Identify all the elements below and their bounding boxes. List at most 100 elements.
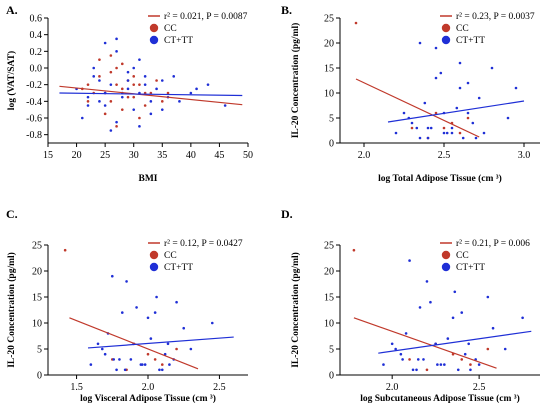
cc-point [120,87,124,91]
cc-point [469,363,472,366]
ct-tt-point [206,83,210,86]
cc-point [98,75,101,78]
y-tick-label: 25 [32,241,42,252]
ct-tt-point [418,41,422,45]
ct-tt-point [120,311,124,314]
y-axis-label: IL-20 Concentration (pg/ml) [290,23,301,139]
cc-point [86,83,90,86]
x-tick-label: 20 [72,150,82,161]
ct-tt-point [467,342,470,346]
cc-point [86,100,90,103]
y-tick-label: 0.6 [30,14,43,25]
ct-tt-point [126,79,130,82]
ct-tt-fit-line [378,330,532,354]
ct-tt-point [399,352,403,356]
ct-tt-point [477,96,481,100]
ct-tt-point [125,280,128,283]
ct-tt-point [178,100,181,103]
legend-marker-cc [149,250,159,260]
cc-point [138,83,141,86]
y-tick-label: 10 [324,89,334,100]
ct-tt-point [521,316,524,320]
legend-marker-ct-tt [441,262,451,272]
ct-tt-point [112,358,116,361]
ct-tt-point [394,347,397,351]
panel-label: A. [6,3,18,17]
ct-tt-point [109,129,113,132]
ct-tt-point [425,280,429,283]
ct-tt-point [415,368,418,372]
x-tick-label: 2.0 [386,382,399,393]
ct-tt-point [92,75,96,78]
ct-tt-point [503,347,507,351]
y-tick-label: -0.8 [26,130,42,141]
ct-tt-point [158,368,161,372]
ct-tt-point [189,91,193,95]
cc-point [109,54,113,57]
legend-marker-cc [441,250,451,260]
y-tick-label: 15 [324,293,334,304]
cc-point [486,347,490,351]
cc-point [166,91,170,95]
ct-tt-point [418,136,422,140]
ct-tt-point [402,111,406,115]
ct-tt-point [418,306,422,309]
ct-tt-point [92,66,96,70]
ct-tt-fit-line [387,100,525,123]
cc-point [408,358,411,361]
ct-tt-point [129,358,133,361]
ct-tt-point [146,316,150,320]
cc-point [109,70,113,74]
ct-tt-point [382,363,385,366]
ct-tt-point [429,300,432,304]
ct-tt-point [182,326,186,330]
cc-point [109,100,113,103]
ct-tt-point [166,342,170,346]
ct-tt-point [132,66,136,70]
ct-tt-point [410,121,414,125]
x-tick-label: 2.0 [142,382,155,393]
y-tick-label: 5 [37,345,42,356]
panel-label: D. [281,207,293,221]
panel-label: B. [281,3,292,17]
ct-tt-point [175,300,178,304]
ct-tt-point [110,274,114,278]
legend-marker-ct-tt [149,35,159,45]
ct-tt-point [149,112,153,116]
ct-tt-point [160,108,164,111]
cc-fit-line [353,317,497,369]
ct-tt-point [471,121,475,125]
ct-tt-point [98,100,101,103]
ct-tt-point [436,363,439,366]
cc-point [352,248,356,252]
cc-point [132,75,136,78]
ct-tt-point [458,61,462,65]
panel-3: C. 1.5 2.0 2.5 0 5 10 15 20 25 log Visceral Adipos… [6,207,248,404]
ct-tt-point [126,70,130,74]
ct-tt-point [100,347,104,351]
ct-tt-point [434,76,438,80]
cc-point [115,83,118,86]
ct-tt-point [153,311,157,314]
legend-marker-cc [149,23,159,33]
ct-tt-point [168,363,171,366]
ct-tt-point [155,87,158,91]
x-tick-label: 2.0 [358,150,371,161]
ct-tt-point [103,104,107,107]
cc-point [143,104,147,107]
ct-tt-point [442,131,446,135]
ct-tt-point [416,358,420,361]
ct-tt-point [109,83,113,86]
cc-point [460,358,464,361]
ct-tt-point [223,104,227,107]
ct-tt-point [439,363,443,366]
ct-tt-point [115,37,118,41]
y-tick-label: -0.6 [26,114,42,125]
ct-tt-point [455,106,459,110]
y-tick-label: 0 [37,371,42,382]
cc-point [146,352,150,356]
ct-tt-point [477,363,481,366]
x-tick-label: 1.5 [70,382,83,393]
y-tick-label: 25 [324,14,334,25]
x-tick-label: 45 [214,150,224,161]
